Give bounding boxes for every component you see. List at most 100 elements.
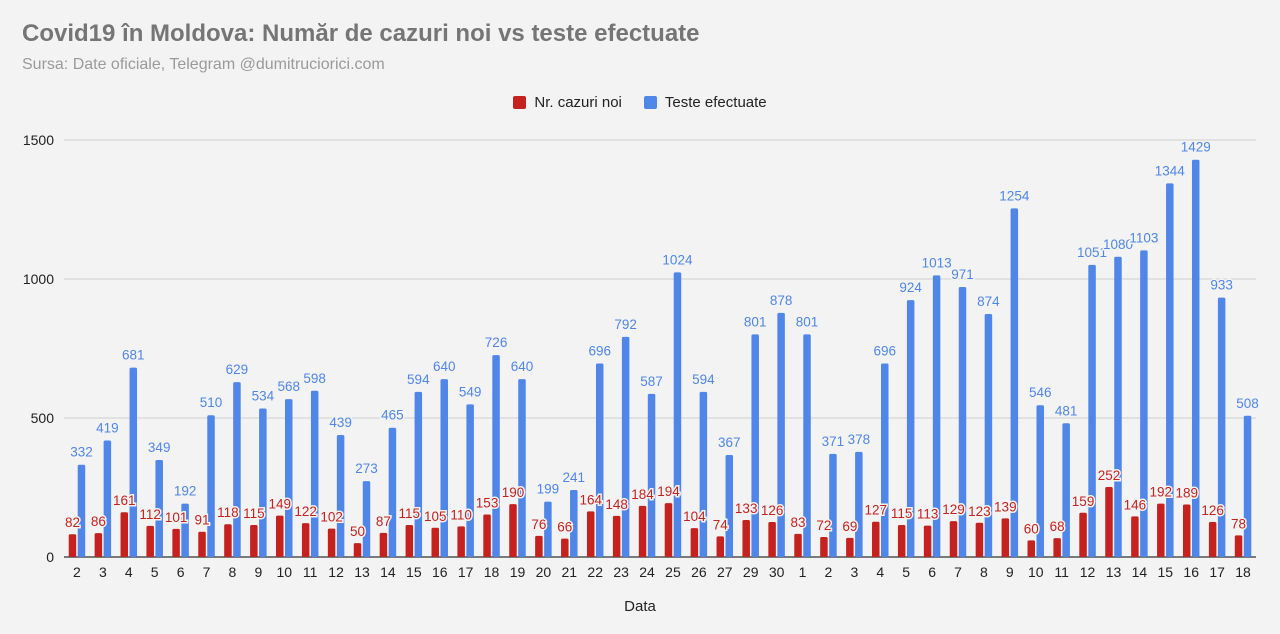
x-tick-label: 9 bbox=[254, 564, 262, 580]
bar-tests bbox=[233, 382, 241, 557]
data-label-tests: 465 bbox=[381, 408, 404, 423]
data-label-cases: 148 bbox=[605, 497, 628, 512]
x-tick-label: 18 bbox=[1235, 564, 1251, 580]
x-tick-label: 17 bbox=[1209, 564, 1225, 580]
bar-tests bbox=[336, 434, 345, 557]
bar-tests bbox=[1114, 256, 1122, 557]
data-label-cases: 68 bbox=[1050, 519, 1065, 534]
bar-tests bbox=[777, 312, 785, 557]
data-label-tests: 594 bbox=[407, 372, 430, 387]
data-label-tests: 332 bbox=[70, 445, 93, 460]
data-label-cases: 127 bbox=[864, 503, 887, 518]
data-label-tests: 696 bbox=[873, 344, 896, 359]
bar-tests bbox=[699, 391, 708, 557]
data-label-tests: 587 bbox=[640, 374, 663, 389]
bar-cases bbox=[276, 515, 284, 557]
data-label-tests: 419 bbox=[96, 421, 119, 436]
x-tick-label: 17 bbox=[458, 564, 474, 580]
bar-cases bbox=[664, 503, 673, 557]
chart-title: Covid19 în Moldova: Număr de cazuri noi … bbox=[22, 20, 700, 47]
bar-cases bbox=[198, 531, 206, 557]
bar-tests bbox=[388, 427, 397, 557]
data-label-tests: 371 bbox=[822, 434, 845, 449]
data-label-cases: 87 bbox=[376, 514, 391, 529]
data-label-tests: 801 bbox=[744, 314, 767, 329]
bar-tests bbox=[1243, 415, 1252, 557]
bar-tests bbox=[984, 314, 993, 557]
legend: Nr. cazuri noi Teste efectuate bbox=[0, 94, 1280, 111]
x-tick-label: 20 bbox=[536, 564, 552, 580]
legend-swatch-cases bbox=[513, 96, 527, 109]
data-label-cases: 104 bbox=[683, 509, 706, 524]
bar-cases bbox=[1053, 538, 1061, 557]
x-axis-title: Data bbox=[624, 598, 656, 615]
data-label-tests: 508 bbox=[1236, 396, 1259, 411]
bar-tests bbox=[207, 415, 215, 557]
data-label-cases: 91 bbox=[195, 513, 210, 528]
x-tick-label: 19 bbox=[510, 564, 526, 580]
data-label-tests: 874 bbox=[977, 294, 1000, 309]
bar-tests bbox=[259, 408, 267, 557]
x-tick-label: 13 bbox=[354, 564, 370, 580]
bar-cases bbox=[975, 522, 984, 557]
legend-item-tests[interactable]: Teste efectuate bbox=[643, 94, 767, 111]
bar-tests bbox=[285, 399, 293, 557]
bar-tests bbox=[1166, 183, 1174, 558]
x-tick-label: 22 bbox=[587, 564, 603, 580]
legend-item-cases[interactable]: Nr. cazuri noi bbox=[513, 94, 622, 111]
data-label-tests: 1013 bbox=[922, 255, 952, 270]
bar-cases bbox=[146, 525, 154, 557]
bar-tests bbox=[1036, 405, 1044, 557]
bar-cases bbox=[872, 521, 880, 557]
bar-tests bbox=[1062, 423, 1070, 557]
data-label-cases: 194 bbox=[657, 484, 680, 499]
bar-tests bbox=[1088, 264, 1096, 557]
data-label-tests: 367 bbox=[718, 435, 741, 450]
bar-tests bbox=[1140, 250, 1148, 557]
x-tick-label: 8 bbox=[980, 564, 988, 580]
data-label-tests: 726 bbox=[485, 335, 508, 350]
data-label-tests: 439 bbox=[329, 415, 352, 430]
x-tick-label: 21 bbox=[562, 564, 578, 580]
data-label-tests: 1051 bbox=[1077, 245, 1107, 260]
data-label-tests: 510 bbox=[200, 395, 223, 410]
x-tick-label: 30 bbox=[769, 564, 785, 580]
data-label-tests: 594 bbox=[692, 372, 715, 387]
x-tick-label: 25 bbox=[665, 564, 681, 580]
bar-cases bbox=[923, 525, 932, 557]
x-tick-label: 3 bbox=[99, 564, 107, 580]
bar-cases bbox=[1027, 540, 1035, 557]
bar-tests bbox=[1191, 159, 1200, 557]
data-label-cases: 66 bbox=[557, 520, 572, 535]
y-tick-label: 1500 bbox=[23, 132, 54, 148]
data-label-tests: 681 bbox=[122, 348, 145, 363]
data-label-tests: 1429 bbox=[1181, 140, 1211, 155]
x-tick-label: 11 bbox=[303, 564, 318, 580]
x-tick-label: 16 bbox=[432, 564, 448, 580]
data-label-cases: 72 bbox=[816, 518, 831, 533]
data-label-cases: 126 bbox=[761, 503, 784, 518]
bar-cases bbox=[846, 537, 854, 557]
x-tick-label: 10 bbox=[1028, 564, 1044, 580]
x-tick-label: 6 bbox=[928, 564, 936, 580]
data-label-cases: 192 bbox=[1150, 485, 1173, 500]
x-tick-label: 29 bbox=[743, 564, 759, 580]
bar-tests bbox=[129, 367, 138, 557]
x-tick-label: 12 bbox=[1080, 564, 1096, 580]
data-label-cases: 122 bbox=[294, 504, 317, 519]
bar-cases bbox=[1157, 503, 1165, 557]
x-tick-label: 10 bbox=[276, 564, 292, 580]
bar-cases bbox=[431, 527, 439, 557]
data-label-tests: 933 bbox=[1210, 278, 1233, 293]
bar-tests bbox=[414, 391, 423, 557]
x-tick-label: 14 bbox=[380, 564, 396, 580]
bar-tests bbox=[855, 451, 863, 557]
bar-cases bbox=[586, 511, 595, 557]
data-label-tests: 598 bbox=[303, 371, 326, 386]
data-label-cases: 189 bbox=[1175, 485, 1198, 500]
bar-tests bbox=[181, 503, 189, 557]
bar-tests bbox=[570, 490, 578, 557]
data-label-tests: 801 bbox=[796, 314, 819, 329]
x-tick-label: 4 bbox=[125, 564, 133, 580]
